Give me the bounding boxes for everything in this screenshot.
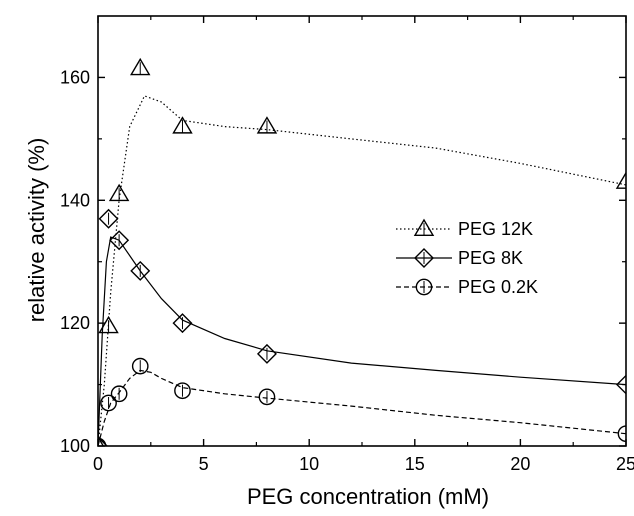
- data-point-peg-8k: [616, 374, 626, 395]
- data-point-peg-12k: [615, 171, 626, 189]
- y-tick-label: 140: [60, 190, 90, 210]
- data-point-peg-0-2k: [131, 357, 149, 375]
- plot-border: [97, 15, 627, 447]
- legend-label-peg-8k: PEG 8K: [458, 248, 523, 268]
- data-point-peg-0-2k: [258, 388, 276, 406]
- axis-ticks: 0 5 10 15 20 25 100 120 140 160: [60, 16, 634, 474]
- data-point-peg-8k: [98, 208, 119, 229]
- y-tick-label: 120: [60, 313, 90, 333]
- data-point-peg-12k: [256, 116, 278, 134]
- data-point-peg-0-2k: [174, 382, 191, 400]
- data-point-peg-8k: [256, 343, 277, 364]
- y-tick-label: 100: [60, 436, 90, 456]
- x-tick-label: 25: [616, 454, 634, 474]
- data-point-peg-8k: [130, 260, 151, 281]
- data-point-peg-12k: [172, 116, 193, 134]
- series-line-peg-12k: [98, 95, 626, 446]
- legend: PEG 12K PEG 8K PEG 0.2K: [396, 218, 538, 297]
- data-point-peg-12k: [98, 435, 105, 446]
- data-point-peg-12k: [98, 315, 119, 334]
- legend-marker-peg-8k: [414, 248, 434, 268]
- data-point-peg-12k: [108, 183, 130, 202]
- y-tick-label: 160: [60, 67, 90, 87]
- legend-marker-peg-0-2k: [415, 278, 433, 296]
- data-point-peg-12k: [130, 57, 151, 76]
- plot-frame: [97, 15, 627, 447]
- legend-label-peg-12k: PEG 12K: [458, 219, 533, 239]
- y-axis-title: relative activity (%): [24, 138, 49, 323]
- series-curves: [98, 95, 626, 446]
- x-axis-title: PEG concentration (mM): [247, 484, 489, 509]
- x-tick-label: 0: [93, 454, 103, 474]
- data-point-peg-8k: [109, 230, 130, 251]
- series-markers: [98, 57, 626, 446]
- x-tick-label: 15: [405, 454, 425, 474]
- series-line-peg-0-2k: [98, 369, 626, 446]
- series-line-peg-8k: [98, 236, 626, 446]
- data-point-peg-0-2k: [110, 385, 128, 403]
- legend-marker-peg-12k: [413, 218, 435, 237]
- data-point-peg-8k: [172, 313, 193, 334]
- x-tick-label: 10: [299, 454, 319, 474]
- x-tick-label: 20: [510, 454, 530, 474]
- data-point-peg-0-2k: [100, 394, 117, 412]
- x-tick-label: 5: [199, 454, 209, 474]
- legend-label-peg-0-2k: PEG 0.2K: [458, 277, 538, 297]
- data-point-peg-8k: [98, 436, 108, 446]
